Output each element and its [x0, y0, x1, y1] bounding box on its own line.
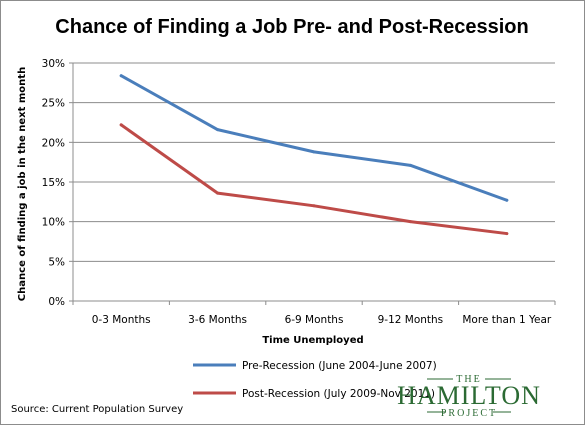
legend-label-pre-recession: Pre-Recession (June 2004-June 2007) — [242, 360, 437, 372]
y-tick-label: 5% — [48, 256, 65, 268]
x-tick-label: 6-9 Months — [285, 314, 344, 326]
y-tick-label: 25% — [42, 98, 65, 110]
data-point — [119, 74, 123, 78]
y-tick-label: 20% — [42, 137, 65, 149]
hamilton-project-logo: THE HAMILTON PROJECT — [397, 374, 541, 419]
series-lines — [119, 74, 509, 236]
y-tick-label: 10% — [42, 217, 65, 229]
x-axis-ticks: 0-3 Months 3-6 Months 6-9 Months 9-12 Month… — [72, 301, 556, 326]
x-tick-label: 3-6 Months — [188, 314, 247, 326]
legend-label-post-recession: Post-Recession (July 2009-Nov 2011) — [242, 388, 435, 400]
x-tick-label: 9-12 Months — [378, 314, 444, 326]
data-point — [216, 191, 220, 195]
data-point — [312, 150, 316, 154]
logo-hamilton: HAMILTON — [397, 381, 541, 410]
chart-title: Chance of Finding a Job Pre- and Post-Re… — [55, 16, 528, 38]
x-tick-label: More than 1 Year — [462, 314, 551, 326]
data-point — [408, 163, 412, 167]
source-note: Source: Current Population Survey — [11, 404, 183, 415]
y-tick-label: 0% — [48, 296, 65, 308]
data-point — [216, 128, 220, 132]
y-tick-label: 30% — [42, 58, 65, 70]
y-axis-title: Chance of finding a job in the next mont… — [17, 67, 28, 301]
y-tick-label: 15% — [42, 177, 65, 189]
legend: Pre-Recession (June 2004-June 2007) Post… — [193, 360, 437, 400]
data-point — [408, 220, 412, 224]
logo-project: PROJECT — [441, 408, 497, 419]
x-tick-label: 0-3 Months — [92, 314, 151, 326]
data-point — [312, 204, 316, 208]
data-point — [505, 232, 509, 236]
x-axis-title: Time Unemployed — [262, 335, 363, 346]
y-axis-ticks: 0% 5% 10% 15% 20% 25% 30% — [42, 58, 73, 308]
gridlines — [73, 62, 555, 262]
data-point — [505, 198, 509, 202]
data-point — [119, 123, 123, 127]
logo-the: THE — [456, 374, 481, 385]
